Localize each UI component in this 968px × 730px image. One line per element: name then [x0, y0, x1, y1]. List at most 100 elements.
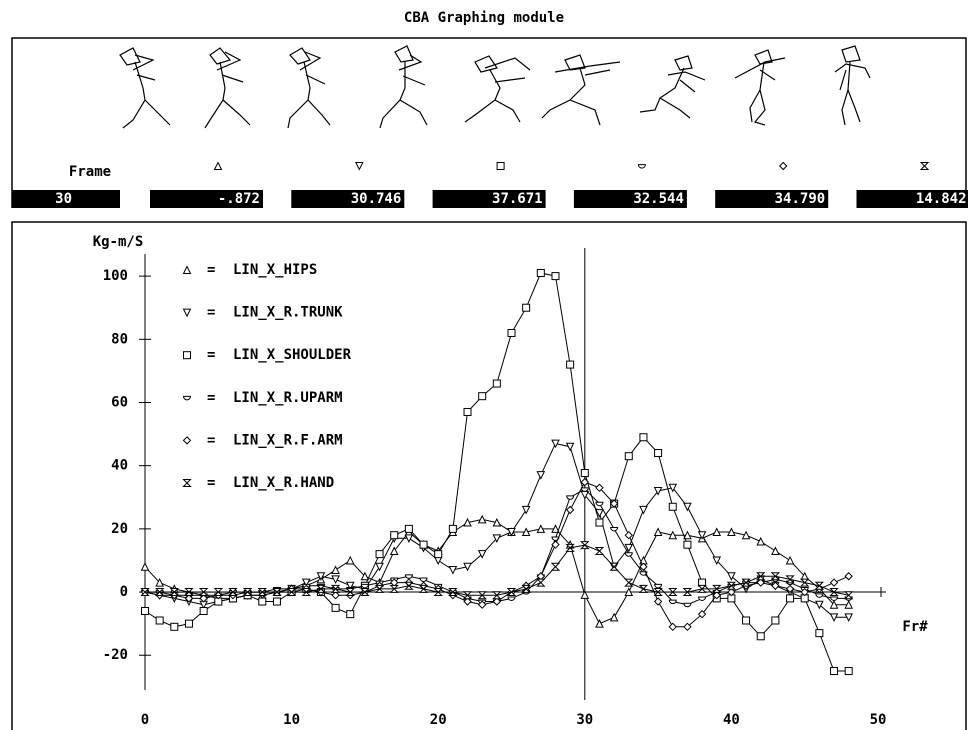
- data-point: [756, 578, 765, 587]
- data-point: [375, 562, 384, 572]
- data-point: [786, 594, 795, 603]
- legend-symbol: [182, 308, 192, 318]
- data-point: [331, 591, 340, 600]
- data-point: [155, 577, 164, 587]
- data-point: [330, 584, 341, 593]
- data-point: [521, 505, 531, 515]
- data-point: [799, 578, 810, 587]
- data-point: [830, 596, 839, 601]
- data-point: [580, 477, 590, 487]
- data-point: [463, 562, 472, 572]
- legend-label: LIN_X_R.UPARM: [233, 390, 343, 406]
- value-text: -.872: [218, 191, 260, 207]
- data-point: [448, 565, 458, 575]
- data-point: [829, 588, 839, 597]
- data-point: [374, 584, 385, 593]
- data-point: [170, 622, 179, 631]
- data-point: [492, 597, 502, 606]
- data-point: [331, 575, 340, 585]
- x-tick-label: 30: [576, 712, 593, 728]
- data-point: [301, 588, 311, 597]
- plot-panel-border: [11, 221, 967, 730]
- data-point: [624, 530, 633, 540]
- y-tick-label: 60: [111, 394, 128, 410]
- legend-label: LIN_X_R.TRUNK: [233, 305, 343, 321]
- data-point: [536, 268, 545, 277]
- value-box: [856, 190, 968, 208]
- top-panel-border: [11, 37, 967, 208]
- data-point: [785, 584, 795, 594]
- data-point: [404, 574, 413, 579]
- data-point: [448, 588, 458, 597]
- data-point: [463, 407, 472, 416]
- data-point: [522, 303, 531, 312]
- data-point: [492, 517, 502, 527]
- data-point: [433, 588, 443, 597]
- data-point: [390, 531, 399, 540]
- data-point: [140, 588, 150, 597]
- data-point: [389, 546, 399, 555]
- legend-equals: =: [207, 390, 215, 406]
- data-point: [654, 449, 663, 458]
- data-point: [507, 528, 516, 537]
- data-point: [389, 584, 399, 593]
- x-tick-label: 50: [870, 712, 887, 728]
- y-tick-label: -20: [103, 647, 128, 663]
- y-axis-label: Kg-m/S: [93, 234, 144, 250]
- data-point: [844, 572, 853, 581]
- data-point: [492, 379, 501, 388]
- data-point: [477, 591, 487, 600]
- data-point: [316, 584, 326, 593]
- data-point: [741, 578, 751, 587]
- data-point: [566, 360, 575, 369]
- data-point: [639, 433, 648, 442]
- data-point: [771, 581, 780, 590]
- value-box: [715, 190, 829, 208]
- data-point: [257, 588, 267, 597]
- data-point: [800, 587, 809, 597]
- legend-symbol: [182, 479, 192, 487]
- data-point: [169, 588, 180, 597]
- legend-label: LIN_X_R.HAND: [233, 475, 334, 491]
- data-point: [742, 616, 751, 625]
- data-point: [346, 610, 355, 619]
- data-point: [756, 632, 765, 641]
- data-point: [829, 600, 839, 609]
- readout-symbol: [637, 164, 646, 169]
- legend-equals: =: [207, 347, 215, 363]
- data-point: [698, 596, 707, 601]
- data-point: [184, 594, 194, 603]
- data-point: [595, 518, 604, 527]
- data-point: [668, 622, 677, 632]
- data-point: [463, 597, 472, 606]
- legend-equals: =: [207, 432, 215, 448]
- data-point: [844, 667, 853, 676]
- y-tick-label: 0: [120, 584, 128, 600]
- frame-label: Frame: [69, 164, 111, 180]
- data-point: [199, 607, 208, 616]
- data-point: [683, 622, 692, 632]
- data-point: [609, 499, 619, 508]
- data-point: [829, 613, 839, 622]
- data-point: [551, 540, 560, 549]
- data-point: [580, 487, 589, 492]
- data-point: [478, 392, 487, 401]
- value-text: 37.671: [492, 191, 543, 207]
- data-point: [624, 552, 633, 557]
- data-point: [712, 584, 722, 593]
- plot: -20 0 20 40 60 80 100 0 10 20 30 40 50 Kg-m/S Fr# = LIN_…: [93, 234, 928, 730]
- data-point: [668, 599, 677, 605]
- data-point: [199, 594, 208, 603]
- data-point: [843, 591, 854, 600]
- data-point: [741, 530, 751, 540]
- data-point: [654, 583, 663, 589]
- x-tick-label: 10: [283, 712, 300, 728]
- data-point: [770, 572, 781, 581]
- frame-box: [12, 190, 120, 208]
- data-point: [565, 442, 575, 452]
- legend-label: LIN_X_R.F.ARM: [233, 432, 343, 448]
- data-point: [683, 602, 692, 608]
- data-point: [477, 550, 487, 559]
- data-point: [814, 581, 825, 590]
